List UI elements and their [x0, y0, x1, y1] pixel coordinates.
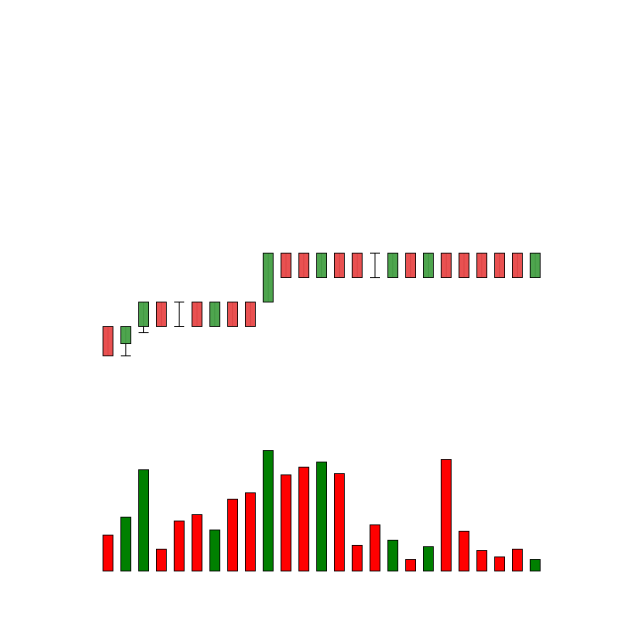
candlestick [262, 252, 274, 303]
candle-body [120, 326, 132, 345]
candlestick [529, 252, 541, 279]
volume-bar [512, 548, 523, 572]
candlestick [476, 252, 488, 279]
volume-bar [405, 559, 417, 572]
volume-bar [351, 544, 363, 572]
candle-body [405, 252, 417, 279]
candlestick [174, 301, 185, 327]
candle-body [244, 301, 256, 327]
candlestick [209, 301, 221, 327]
candle-body [227, 301, 239, 327]
candlestick [102, 326, 114, 357]
volume-bar [333, 473, 345, 572]
candlestick [333, 252, 345, 279]
candle-body [191, 301, 203, 327]
candlestick [458, 252, 470, 279]
candle-body [102, 326, 114, 357]
candlestick [138, 301, 150, 334]
volume-bar [262, 450, 274, 572]
candle-body [155, 301, 167, 327]
volume-bars-layer [102, 450, 541, 572]
candlestick [298, 252, 310, 279]
candlestick [120, 326, 132, 357]
volume-bar [440, 459, 452, 572]
candlestick [494, 252, 506, 279]
candlestick [280, 252, 292, 279]
candlestick [351, 252, 363, 279]
volume-bar [155, 548, 167, 572]
volume-bar [191, 514, 203, 572]
candlestick [155, 301, 167, 327]
candlestick [422, 252, 434, 279]
candle-body [298, 252, 310, 279]
candlestick [316, 252, 328, 279]
candlestick [440, 252, 452, 279]
candle-body [512, 252, 523, 279]
candlestick [387, 252, 399, 279]
candle-body [351, 252, 363, 279]
candle-body [262, 252, 274, 303]
candlestick [370, 252, 380, 279]
candle-body [316, 252, 328, 279]
volume-bar [173, 520, 185, 572]
volume-bar [209, 529, 221, 572]
candlesticks-layer [102, 252, 541, 357]
candle-body [387, 252, 399, 279]
volume-bar [102, 534, 114, 572]
candle-body [529, 252, 541, 279]
candle-body [209, 301, 221, 327]
volume-bar [244, 492, 256, 572]
volume-bar [369, 524, 381, 572]
volume-bar [387, 539, 399, 572]
volume-bar [227, 498, 239, 572]
volume-bar [298, 466, 310, 572]
candle-body [280, 252, 292, 279]
volume-bar [458, 530, 470, 572]
volume-bar [422, 546, 434, 572]
volume-bar [280, 474, 292, 572]
candlestick [244, 301, 256, 327]
volume-bar [494, 556, 506, 572]
volume-bar [316, 461, 328, 572]
volume-bar [138, 469, 150, 572]
volume-bar [120, 516, 132, 572]
candle-body [458, 252, 470, 279]
candle-body [333, 252, 345, 279]
candle-body [494, 252, 506, 279]
candlestick [227, 301, 239, 327]
candlestick [512, 252, 523, 279]
volume-bar [476, 550, 488, 572]
volume-bar [529, 559, 541, 572]
candlestick [191, 301, 203, 327]
candle-body [476, 252, 488, 279]
candlestick [405, 252, 417, 279]
candle-body [138, 301, 150, 327]
candle-body [422, 252, 434, 279]
candle-body [440, 252, 452, 279]
